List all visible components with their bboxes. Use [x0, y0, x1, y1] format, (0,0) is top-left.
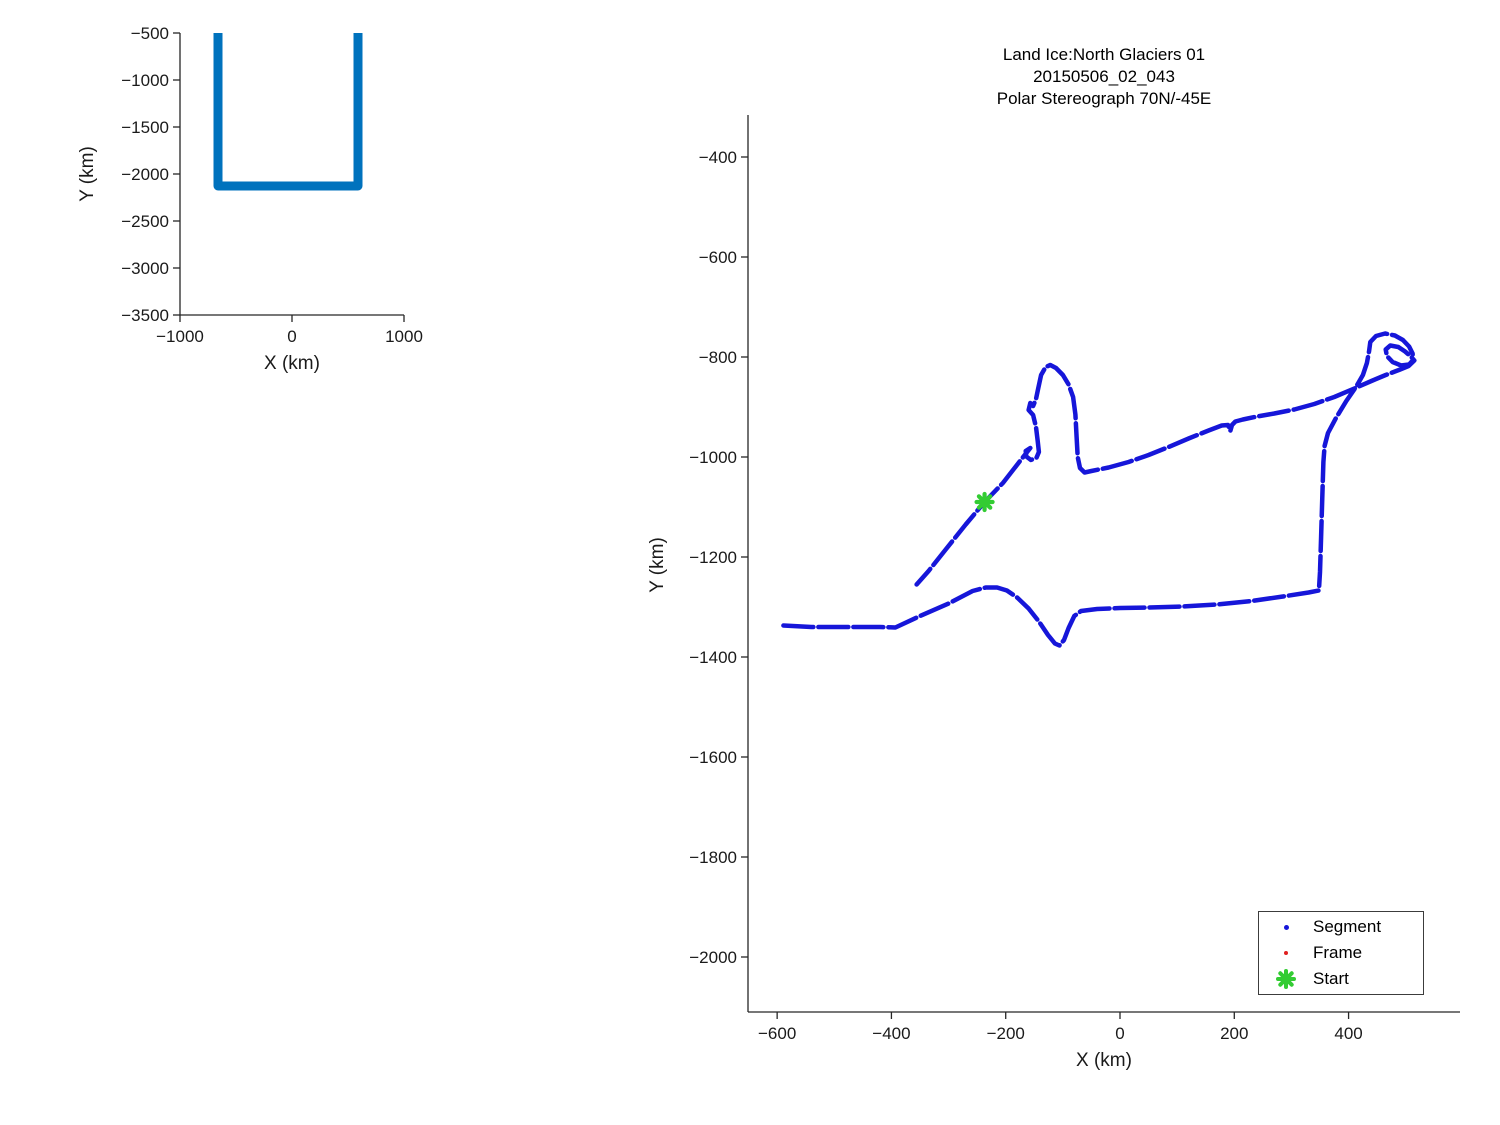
y-tick-label: −1400 [689, 648, 737, 667]
y-tick-label: −1500 [121, 118, 169, 137]
asterisk-glyph [1276, 969, 1296, 989]
overview-plot: −1000 0 1000 −500 −1000 −1500 −2000 −2500 −3000 −… [121, 24, 423, 346]
title-line-3: Polar Stereograph 70N/-45E [996, 89, 1212, 108]
x-tick-label: 0 [287, 327, 296, 346]
y-tick-label: −2500 [121, 212, 169, 231]
y-tick-label: −3000 [121, 259, 169, 278]
y-tick-label: −1800 [689, 848, 737, 867]
y-tick-label: −800 [699, 348, 737, 367]
y-tick-label: −1200 [689, 548, 737, 567]
legend-label-frame: Frame [1313, 943, 1363, 962]
flight-plot: −600 −400 −200 0 200 400−400−600−800−1000−120… [689, 115, 1460, 1043]
legend-label-start: Start [1313, 969, 1349, 988]
legend-entry-segment: Segment [1259, 914, 1423, 940]
overview-ylabel: Y (km) [77, 146, 98, 202]
x-tick-label: −200 [987, 1024, 1025, 1043]
segment-path [781, 331, 1417, 648]
x-tick-label: 0 [1115, 1024, 1124, 1043]
y-tick-label: −2000 [689, 948, 737, 967]
legend-entry-start: Start [1259, 966, 1423, 992]
segment-dot-icon [1259, 924, 1313, 930]
x-tick-label: −400 [872, 1024, 910, 1043]
flight-ylabel: Y (km) [647, 537, 668, 593]
start-star-icon [1259, 969, 1313, 989]
x-tick-label: −1000 [156, 327, 204, 346]
legend-entry-frame: Frame [1259, 940, 1423, 966]
y-tick-label: −2000 [121, 165, 169, 184]
start-marker [974, 491, 995, 513]
x-tick-label: 400 [1334, 1024, 1362, 1043]
y-tick-label: −500 [131, 24, 169, 43]
y-tick-label: −400 [699, 148, 737, 167]
flight-plot-title: Land Ice:North Glaciers 01 20150506_02_0… [748, 44, 1460, 110]
frame-dot-icon [1259, 951, 1313, 955]
coverage-outline [213, 33, 363, 191]
overview-xlabel: X (km) [264, 353, 320, 374]
title-line-1: Land Ice:North Glaciers 01 [1002, 45, 1206, 64]
x-tick-label: 1000 [385, 327, 423, 346]
y-tick-label: −1600 [689, 748, 737, 767]
y-tick-label: −3500 [121, 306, 169, 325]
y-tick-label: −600 [699, 248, 737, 267]
y-tick-label: −1000 [689, 448, 737, 467]
legend: Segment Frame Start [1258, 911, 1424, 995]
x-tick-label: 200 [1220, 1024, 1248, 1043]
x-tick-label: −600 [758, 1024, 796, 1043]
y-tick-label: −1000 [121, 71, 169, 90]
flight-xlabel: X (km) [1076, 1050, 1132, 1071]
title-line-2: 20150506_02_043 [1033, 67, 1175, 86]
legend-label-segment: Segment [1313, 917, 1382, 936]
